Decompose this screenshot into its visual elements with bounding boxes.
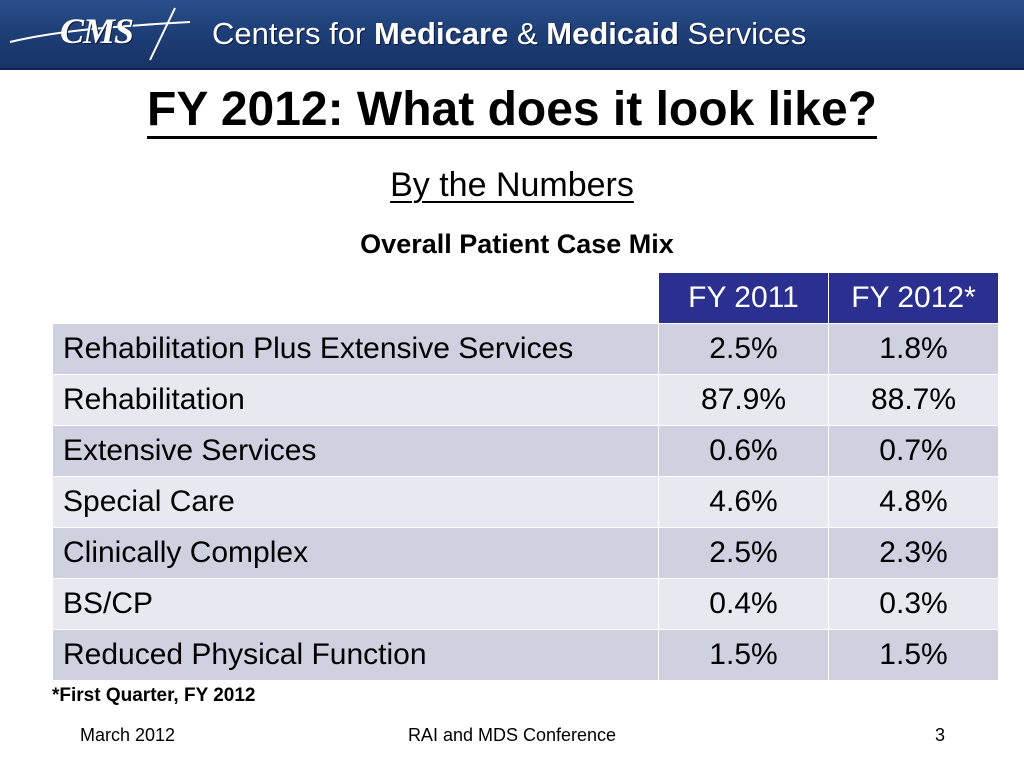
table-row: Special Care 4.6% 4.8% [52, 476, 999, 528]
cms-swoosh-icon [9, 7, 191, 61]
row-label: BS/CP [52, 578, 659, 630]
header-cell-fy2011: FY 2011 [658, 272, 829, 324]
org-name-part: Centers for [212, 16, 374, 51]
row-value-fy2011: 87.9% [658, 374, 829, 426]
table-row: Rehabilitation 87.9% 88.7% [52, 374, 999, 426]
row-value-fy2011: 4.6% [658, 476, 829, 528]
row-label: Extensive Services [52, 425, 659, 477]
table-row: Reduced Physical Function 1.5% 1.5% [52, 629, 999, 681]
row-value-fy2011: 0.4% [658, 578, 829, 630]
row-label: Rehabilitation [52, 374, 659, 426]
slide-subtitle-text: By the Numbers [390, 166, 634, 204]
row-value-fy2012: 1.8% [828, 323, 999, 375]
slide-title: FY 2012: What does it look like? [0, 80, 1024, 140]
slide-title-text: FY 2012: What does it look like? [147, 83, 877, 139]
header-cell-empty [52, 272, 659, 324]
row-value-fy2011: 0.6% [658, 425, 829, 477]
org-name-medicaid: Medicaid [546, 16, 679, 51]
table-caption: Overall Patient Case Mix [360, 229, 674, 259]
row-label: Clinically Complex [52, 527, 659, 579]
footer-date: March 2012 [80, 725, 176, 745]
header-banner: CMS Centers for Medicare & Medicaid Serv… [0, 0, 1024, 70]
row-label: Special Care [52, 476, 659, 528]
org-name-medicare: Medicare [373, 16, 509, 51]
row-label: Rehabilitation Plus Extensive Services [52, 323, 659, 375]
row-label: Reduced Physical Function [52, 629, 659, 681]
header-cell-fy2012: FY 2012* [828, 272, 999, 324]
footer-page-number: 3 [934, 725, 945, 745]
organization-name: Centers for Medicare & Medicaid Services [212, 12, 806, 56]
row-value-fy2012: 88.7% [828, 374, 999, 426]
row-value-fy2012: 1.5% [828, 629, 999, 681]
row-value-fy2012: 2.3% [828, 527, 999, 579]
table-row: Rehabilitation Plus Extensive Services 2… [52, 323, 999, 375]
footer-event: RAI and MDS Conference [407, 725, 617, 745]
row-value-fy2011: 2.5% [658, 323, 829, 375]
table-row: Clinically Complex 2.5% 2.3% [52, 527, 999, 579]
row-value-fy2011: 1.5% [658, 629, 829, 681]
row-value-fy2012: 0.3% [828, 578, 999, 630]
slide-subtitle: By the Numbers [0, 164, 1024, 206]
table-footnote: *First Quarter, FY 2012 [52, 685, 256, 706]
row-value-fy2012: 4.8% [828, 476, 999, 528]
cms-logo: CMS [60, 11, 134, 51]
table-row: BS/CP 0.4% 0.3% [52, 578, 999, 630]
table-header-row: FY 2011 FY 2012* [52, 272, 999, 324]
case-mix-table: FY 2011 FY 2012* Rehabilitation Plus Ext… [52, 272, 999, 681]
org-name-part: Services [678, 16, 807, 51]
table-row: Extensive Services 0.6% 0.7% [52, 425, 999, 477]
org-name-part: & [508, 16, 547, 51]
row-value-fy2012: 0.7% [828, 425, 999, 477]
row-value-fy2011: 2.5% [658, 527, 829, 579]
